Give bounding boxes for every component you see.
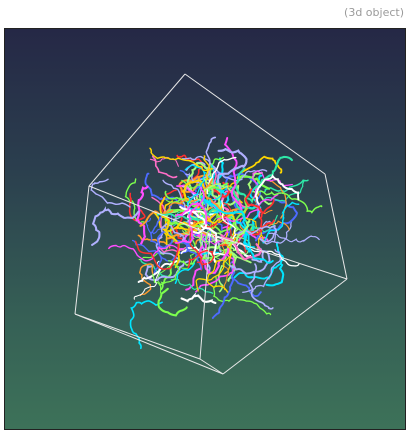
fiber-strand xyxy=(174,186,205,244)
bounding-cube xyxy=(74,73,348,375)
cube-edge xyxy=(88,185,211,235)
fiber-strand xyxy=(265,263,285,287)
fiber-strand xyxy=(137,260,178,283)
fiber-strand xyxy=(267,232,320,243)
fiber-strand xyxy=(205,215,226,244)
cube-edge xyxy=(88,73,186,187)
fiber-strand xyxy=(163,200,174,249)
fiber-strand xyxy=(180,246,227,256)
fiber-strand xyxy=(157,287,188,317)
fiber-strand xyxy=(203,178,242,215)
fiber-strand xyxy=(211,271,236,319)
fiber-strand xyxy=(162,199,198,215)
fiber-strand xyxy=(216,147,248,190)
fiber-strand xyxy=(214,196,248,234)
cube-edge xyxy=(74,185,90,315)
fiber-strand xyxy=(159,196,180,269)
fiber-strand xyxy=(151,260,180,287)
fiber-strand xyxy=(144,260,189,282)
fiber-strand xyxy=(229,250,271,275)
fiber-strands xyxy=(90,136,323,350)
cube-edge xyxy=(74,313,224,375)
fiber-strand xyxy=(175,201,208,225)
fiber-strand xyxy=(187,183,228,204)
fiber-strand xyxy=(242,179,305,210)
fiber-strand xyxy=(91,206,140,246)
fiber-strand xyxy=(236,225,278,243)
fiber-strand xyxy=(181,155,268,182)
3d-viewer-canvas[interactable] xyxy=(4,28,406,430)
cube-edge xyxy=(184,73,326,175)
fiber-strand xyxy=(151,155,178,179)
fiber-strand xyxy=(220,211,237,275)
fiber-strand xyxy=(181,156,224,189)
fiber-strand xyxy=(251,190,323,214)
fiber-strand xyxy=(180,292,217,304)
fiber-strand xyxy=(221,199,237,240)
fiber-strand xyxy=(220,234,263,261)
fiber-strand xyxy=(253,155,293,190)
fiber-strand xyxy=(252,170,293,199)
fiber-strand xyxy=(170,208,245,255)
cube-edge xyxy=(209,233,348,280)
fiber-strand xyxy=(134,240,180,271)
fiber-strand xyxy=(262,201,300,244)
fiber-strand xyxy=(149,147,214,172)
fiber-strand xyxy=(108,244,184,262)
fiber-strand xyxy=(206,185,254,204)
fiber-strand xyxy=(162,179,187,225)
fiber-strand xyxy=(209,248,252,264)
fiber-strand xyxy=(155,222,186,264)
fiber-strand xyxy=(211,192,282,222)
fiber-strand xyxy=(254,174,300,205)
fiber-strand xyxy=(242,249,282,293)
fiber-strand xyxy=(248,263,274,310)
fiber-strand xyxy=(221,229,230,291)
object-caption: (3d object) xyxy=(344,6,404,19)
fiber-strand xyxy=(230,277,262,297)
fiber-strand xyxy=(244,188,264,214)
cube-edge xyxy=(74,313,201,360)
fiber-strand xyxy=(234,242,300,267)
fiber-strand xyxy=(263,179,309,194)
cube-edge xyxy=(199,358,224,375)
fiber-strand xyxy=(212,276,272,316)
cube-edge xyxy=(324,173,348,280)
fiber-strand xyxy=(187,249,215,269)
cube-edge xyxy=(222,278,348,375)
fiber-strand xyxy=(198,183,232,222)
fiber-strand xyxy=(90,178,131,208)
fiber-strand xyxy=(132,239,176,262)
fiber-strand xyxy=(128,192,146,222)
fiber-strand xyxy=(181,178,208,203)
fiber-strand xyxy=(139,209,174,227)
fiber-strand xyxy=(249,219,276,236)
fiber-strand xyxy=(186,164,222,221)
fiber-strand xyxy=(176,213,217,230)
fiber-strand xyxy=(207,217,230,246)
cube-edge xyxy=(199,233,211,360)
fiber-strand xyxy=(139,263,154,297)
fiber-strand xyxy=(129,300,163,350)
fiber-strand xyxy=(198,194,251,253)
fiber-strand xyxy=(182,230,251,255)
fiber-strand xyxy=(195,253,236,293)
3d-scene[interactable] xyxy=(5,29,405,429)
fiber-strand xyxy=(206,259,229,293)
